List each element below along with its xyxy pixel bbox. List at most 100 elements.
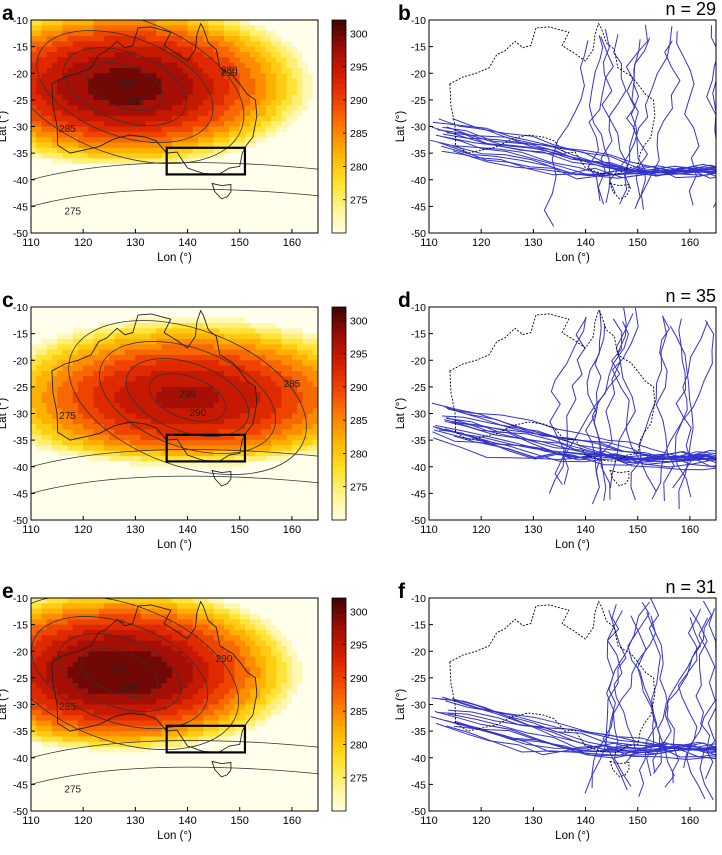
y-tick-label: -30: [13, 409, 28, 421]
x-tick-label: 150: [231, 237, 249, 249]
x-tick-label: 150: [231, 815, 249, 827]
colorbar-cell: [332, 334, 346, 340]
colorbar-cell: [332, 190, 346, 196]
colorbar-cell: [332, 774, 346, 780]
colorbar-cell: [332, 424, 346, 430]
y-tick-label: -20: [13, 68, 28, 80]
x-tick-label: 120: [74, 237, 92, 249]
y-tick-label: -40: [13, 175, 28, 187]
x-tick-label: 140: [576, 237, 594, 249]
x-tick-label: 130: [126, 815, 144, 827]
colorbar-cell: [332, 68, 346, 74]
colorbar-cell: [332, 419, 346, 425]
colorbar-cell: [332, 667, 346, 673]
y-tick-label: -10: [411, 15, 426, 27]
sample-count: n = 35: [665, 286, 716, 306]
y-tick-label: -15: [13, 42, 28, 54]
colorbar-cell: [332, 678, 346, 684]
y-tick-label: -25: [411, 95, 426, 107]
contour-label: 295: [179, 390, 196, 401]
y-tick-label: -25: [13, 95, 28, 107]
colorbar-cell: [332, 635, 346, 641]
y-tick-label: -20: [411, 355, 426, 367]
contour-label: 290: [190, 408, 207, 419]
colorbar-cell: [332, 371, 346, 377]
colorbar-tick-label: 285: [350, 128, 368, 140]
colorbar-cell: [332, 158, 346, 164]
colorbar-cell: [332, 132, 346, 138]
colorbar-cell: [332, 89, 346, 95]
colorbar-cell: [332, 641, 346, 647]
y-tick-label: -15: [411, 329, 426, 341]
colorbar-cell: [332, 683, 346, 689]
colorbar-tick-label: 300: [350, 315, 368, 327]
y-tick-label: -35: [13, 148, 28, 160]
y-tick-label: -25: [13, 673, 28, 685]
y-tick-label: -45: [411, 488, 426, 500]
y-tick-label: -10: [13, 302, 28, 314]
colorbar-cell: [332, 41, 346, 47]
x-axis-label: Lon (°): [555, 830, 590, 842]
colorbar-cell: [332, 768, 346, 774]
colorbar-tick-label: 290: [350, 95, 368, 107]
colorbar-cell: [332, 619, 346, 625]
contour-label: 285: [284, 379, 301, 390]
x-tick-label: 160: [283, 524, 301, 536]
contour-label: 295: [127, 97, 144, 108]
panel-label: c: [2, 289, 14, 312]
contour-label: 300: [111, 665, 128, 676]
colorbar-cell: [332, 630, 346, 636]
colorbar-tick-label: 290: [350, 382, 368, 394]
panel-label: e: [2, 580, 14, 603]
colorbar-cell: [332, 212, 346, 218]
y-tick-label: -50: [13, 515, 28, 527]
colorbar-cell: [332, 603, 346, 609]
x-tick-label: 150: [629, 237, 647, 249]
x-tick-label: 140: [576, 815, 594, 827]
x-tick-label: 130: [126, 524, 144, 536]
colorbar-cell: [332, 25, 346, 31]
colorbar-tick-label: 280: [350, 739, 368, 751]
colorbar-cell: [332, 387, 346, 393]
colorbar-cell: [332, 657, 346, 663]
colorbar-cell: [332, 100, 346, 106]
colorbar-cell: [332, 705, 346, 711]
colorbar-cell: [332, 488, 346, 494]
colorbar-tick-label: 285: [350, 415, 368, 427]
colorbar-cell: [332, 312, 346, 318]
colorbar-cell: [332, 20, 346, 26]
colorbar-tick-label: 295: [350, 62, 368, 74]
x-tick-label: 140: [178, 815, 196, 827]
colorbar-cell: [332, 752, 346, 758]
x-tick-label: 140: [178, 524, 196, 536]
colorbar-cell: [332, 408, 346, 414]
colorbar-cell: [332, 206, 346, 212]
y-tick-label: -20: [13, 646, 28, 658]
colorbar-cell: [332, 493, 346, 499]
colorbar-cell: [332, 111, 346, 117]
colorbar-cell: [332, 196, 346, 202]
colorbar-cell: [332, 398, 346, 404]
colorbar-cell: [332, 614, 346, 620]
colorbar-cell: [332, 699, 346, 705]
x-tick-label: 130: [524, 524, 542, 536]
x-tick-label: 160: [283, 237, 301, 249]
y-tick-label: -25: [411, 382, 426, 394]
colorbar-cell: [332, 461, 346, 467]
colorbar-cell: [332, 73, 346, 79]
contour-label: 275: [59, 411, 76, 422]
y-tick-label: -30: [411, 409, 426, 421]
y-tick-label: -45: [13, 201, 28, 213]
y-tick-label: -45: [411, 201, 426, 213]
colorbar-cell: [332, 598, 346, 604]
colorbar-cell: [332, 79, 346, 85]
sample-count: n = 31: [665, 577, 716, 597]
colorbar-tick-label: 295: [350, 349, 368, 361]
